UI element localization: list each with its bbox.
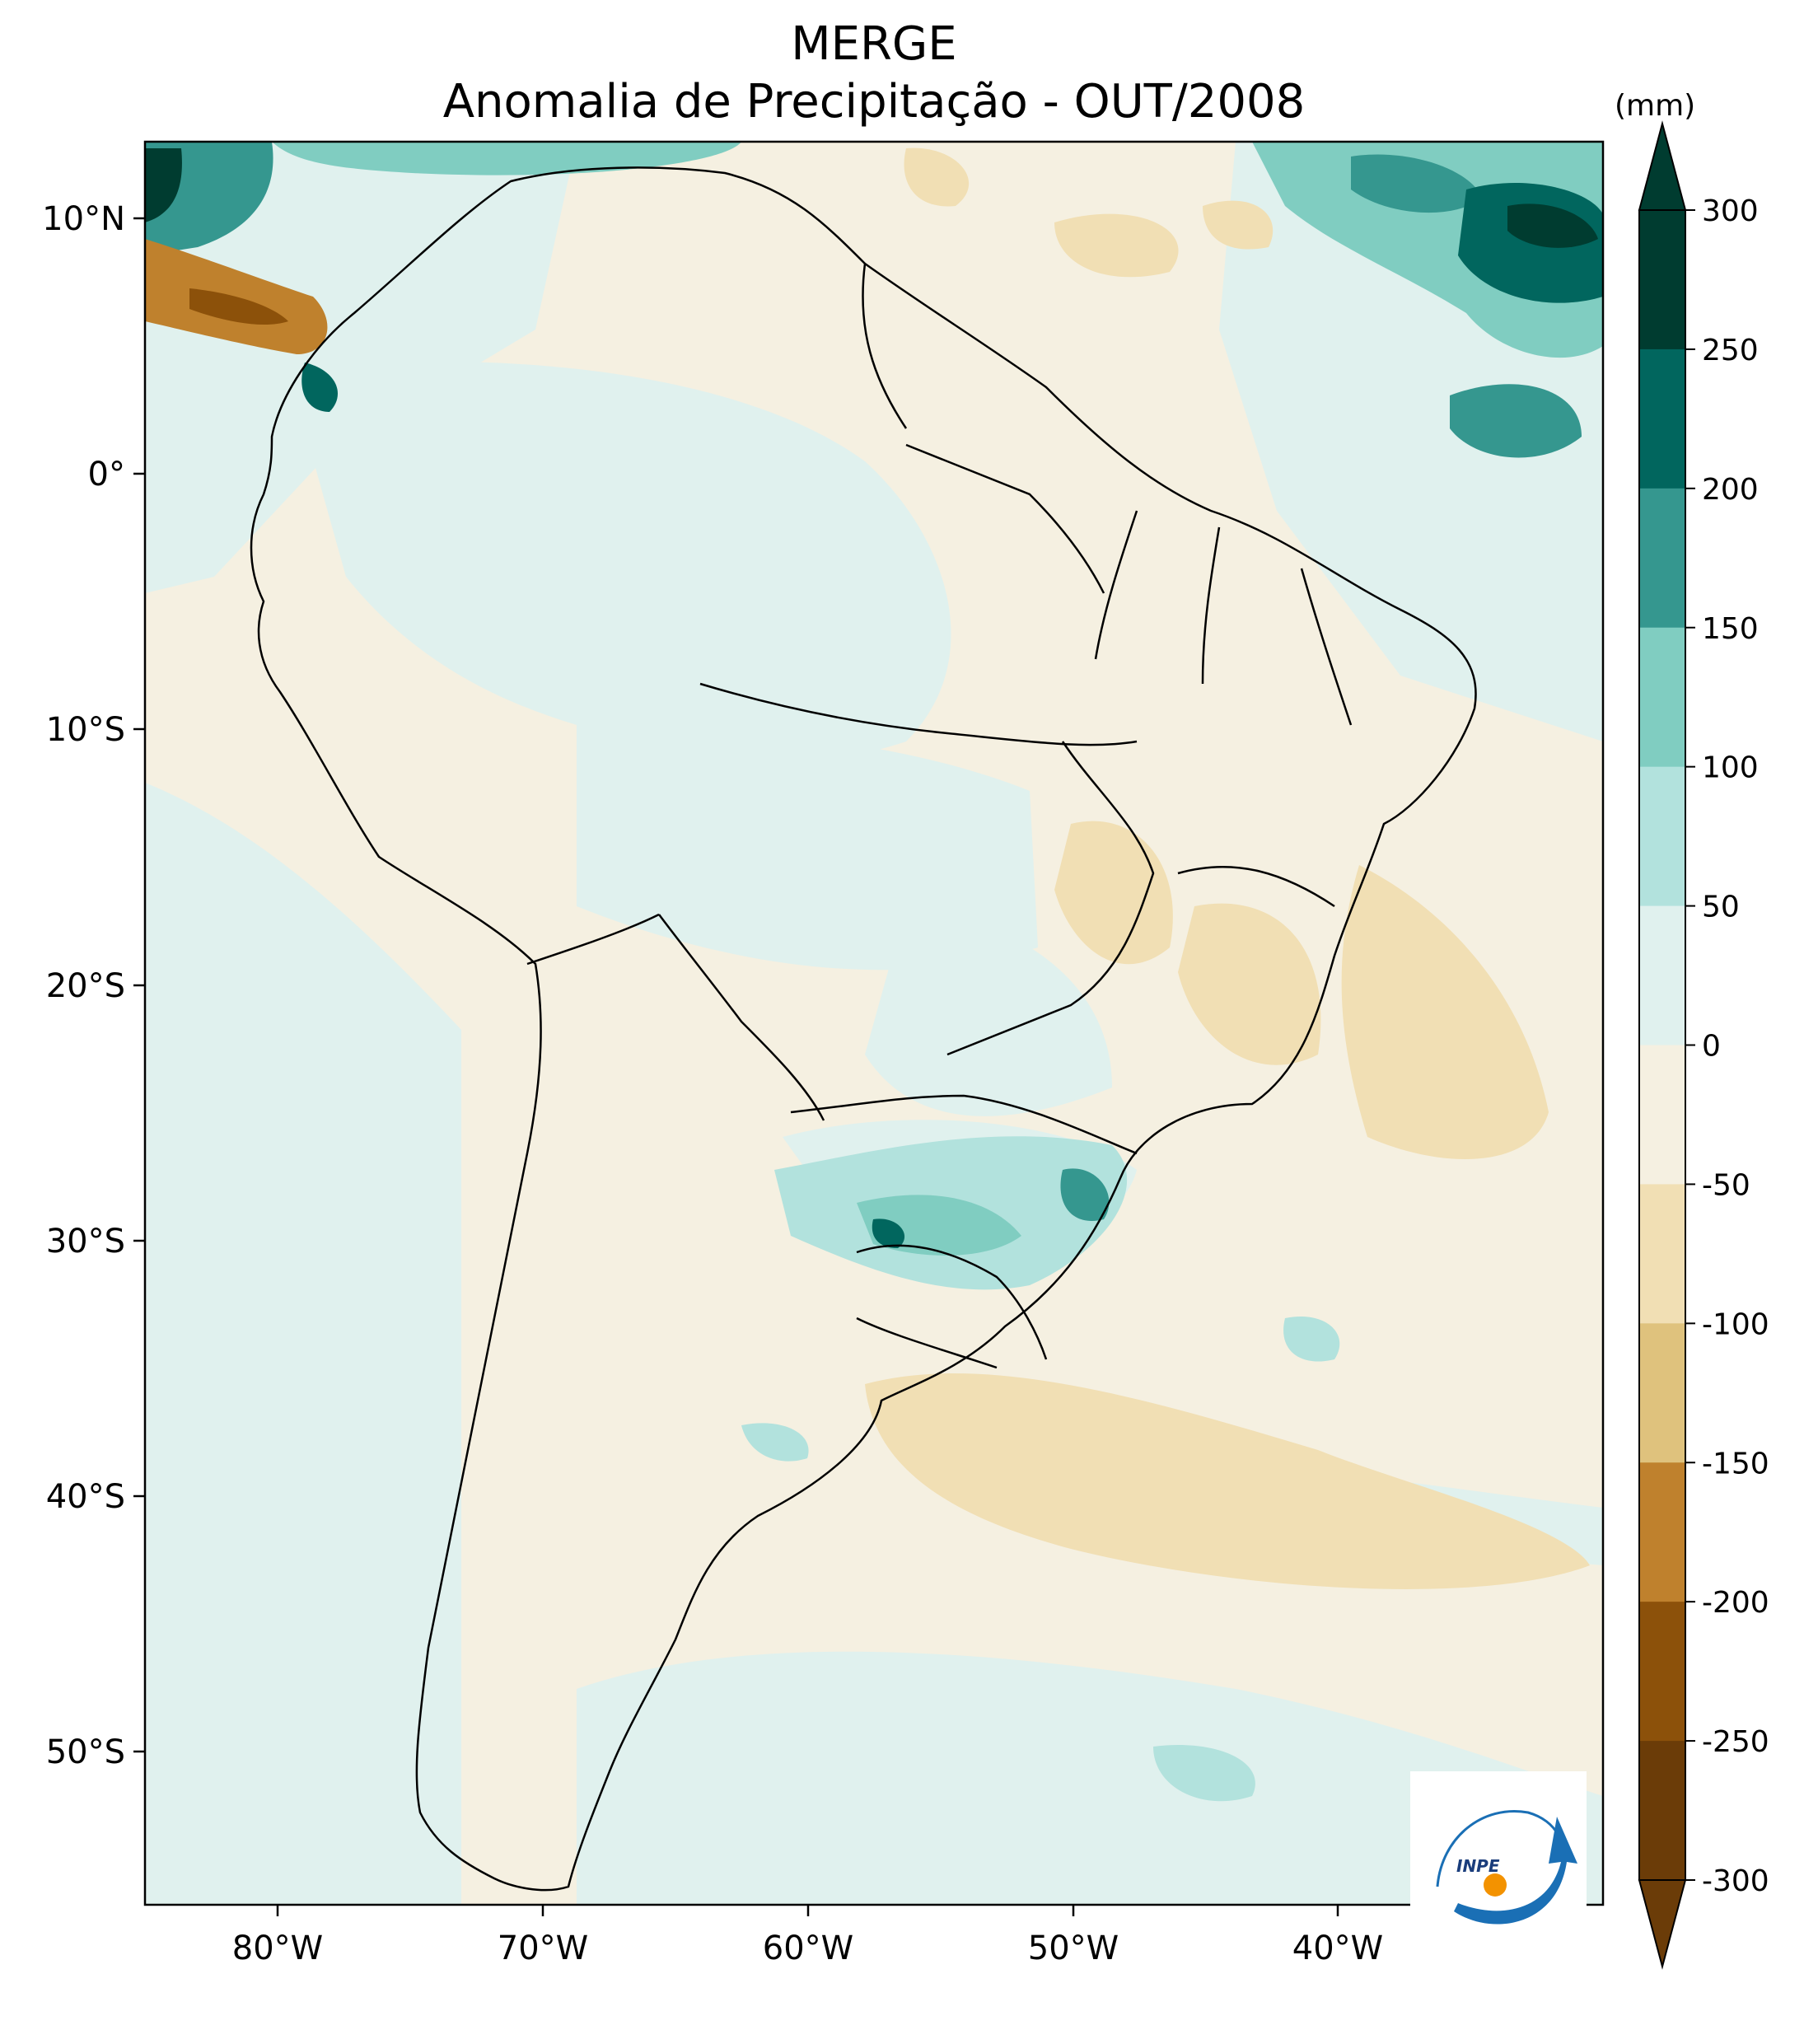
y-tick-label: 40°S <box>46 1478 125 1516</box>
inpe-logo-icon: INPE <box>1410 1771 1587 1944</box>
colorbar-tick-label: -50 <box>1702 1168 1750 1202</box>
colorbar-tick-label: 200 <box>1702 473 1759 507</box>
y-tick-label: 50°S <box>46 1733 125 1771</box>
colorbar-segment <box>1639 1323 1685 1463</box>
colorbar-tick-label: 300 <box>1702 194 1759 228</box>
colorbar-tick-label: -300 <box>1702 1864 1769 1898</box>
colorbar-units: (mm) <box>1615 89 1696 123</box>
coastline-borders <box>250 166 1477 1892</box>
colorbar-tick-label: -200 <box>1702 1586 1769 1620</box>
colorbar-tick-label: 250 <box>1702 334 1759 367</box>
y-tick-label: 30°S <box>46 1223 125 1261</box>
colorbar-extend-min <box>1638 1879 1687 1970</box>
colorbar-tick-label: -250 <box>1702 1725 1769 1759</box>
x-tick-label: 70°W <box>498 1929 588 1967</box>
colorbar-extend-max <box>1638 120 1687 211</box>
colorbar-segment <box>1639 905 1685 1045</box>
x-tick-label: 40°W <box>1292 1929 1383 1967</box>
chart-title: MERGE <box>791 17 957 71</box>
anomaly-field <box>145 142 1603 1905</box>
colorbar-segment <box>1639 1045 1685 1185</box>
x-tick-label: 60°W <box>763 1929 853 1967</box>
colorbar-tick-label: 150 <box>1702 612 1759 646</box>
colorbar-tick-label: -100 <box>1702 1307 1769 1341</box>
y-tick-label: 0° <box>88 456 125 493</box>
colorbar-segment <box>1639 766 1685 907</box>
y-tick-label: 20°S <box>46 967 125 1005</box>
colorbar-tick-label: 50 <box>1702 891 1740 924</box>
colorbar-tick-label: -150 <box>1702 1447 1769 1480</box>
colorbar-segment <box>1639 1462 1685 1602</box>
map-frame <box>143 140 1605 1906</box>
colorbar-segment <box>1639 348 1685 489</box>
logo-text: INPE <box>1456 1856 1500 1876</box>
x-tick-label: 50°W <box>1028 1929 1119 1967</box>
colorbar-segment <box>1639 1602 1685 1742</box>
colorbar-tick-label: 100 <box>1702 751 1759 785</box>
colorbar-segment <box>1639 210 1685 350</box>
x-tick-label: 80°W <box>232 1929 323 1967</box>
colorbar-segment <box>1639 1184 1685 1324</box>
colorbar-segment <box>1639 488 1685 629</box>
colorbar-tick-label: 0 <box>1702 1030 1721 1064</box>
chart-subtitle: Anomalia de Precipitação - OUT/2008 <box>442 75 1306 129</box>
colorbar: 300 250 200 150 100 50 0 -50 -100 -150 -200 -250 -30… <box>1638 120 1769 1970</box>
y-tick-label: 10°S <box>46 711 125 749</box>
y-axis-ticks <box>133 217 145 1753</box>
x-axis-ticks <box>276 1905 1339 1916</box>
colorbar-segment <box>1639 627 1685 768</box>
y-tick-label: 10°N <box>42 200 125 238</box>
colorbar-segment <box>1639 1741 1685 1881</box>
